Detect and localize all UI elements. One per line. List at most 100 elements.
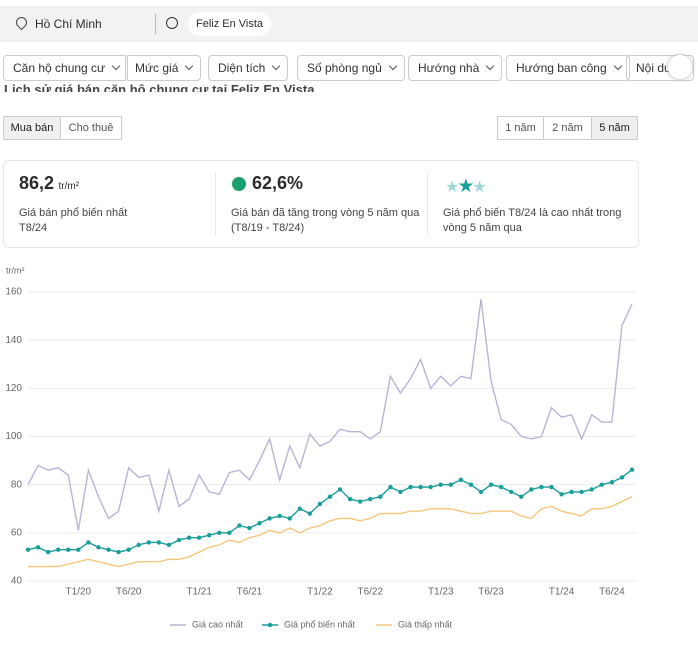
x-tick-label: T6/23 bbox=[478, 587, 504, 598]
point bbox=[398, 489, 403, 495]
x-tick-label: T1/23 bbox=[428, 587, 454, 598]
legend-label: Giá phổ biến nhất bbox=[284, 619, 356, 629]
point bbox=[66, 547, 71, 552]
point bbox=[86, 540, 91, 545]
stat-sub: (T8/19 - T8/24) bbox=[231, 222, 305, 234]
point bbox=[186, 535, 192, 540]
tab[interactable]: Mua bán bbox=[3, 116, 61, 140]
point bbox=[156, 540, 162, 545]
point bbox=[45, 549, 51, 555]
period[interactable]: 1 năm bbox=[497, 116, 544, 140]
point bbox=[287, 516, 292, 521]
point bbox=[76, 547, 81, 552]
point bbox=[257, 521, 262, 526]
filter-chip[interactable]: Căn hộ chung cư bbox=[3, 55, 129, 81]
point bbox=[277, 513, 282, 519]
point bbox=[378, 494, 383, 499]
point bbox=[196, 535, 202, 540]
location-text: Hồ Chí Minh bbox=[35, 17, 102, 31]
point bbox=[176, 537, 182, 543]
x-tick-label: T1/24 bbox=[549, 587, 575, 598]
point bbox=[458, 477, 464, 483]
point bbox=[327, 494, 333, 499]
point bbox=[569, 489, 574, 495]
series-line bbox=[27, 299, 633, 531]
point bbox=[116, 549, 121, 555]
y-axis-label: tr/m² bbox=[6, 265, 25, 275]
filter-chip[interactable]: Diện tích bbox=[208, 55, 289, 81]
point bbox=[388, 484, 393, 490]
point bbox=[347, 496, 353, 502]
period[interactable]: 5 năm bbox=[591, 116, 638, 140]
x-tick-label: T1/20 bbox=[66, 587, 92, 598]
point bbox=[529, 487, 534, 492]
point bbox=[629, 467, 635, 472]
y-tick-label: 80 bbox=[11, 479, 23, 490]
scroll-right[interactable] bbox=[668, 55, 692, 79]
period[interactable]: 2 năm bbox=[543, 116, 592, 140]
point bbox=[96, 545, 101, 550]
point bbox=[448, 482, 453, 487]
point bbox=[56, 547, 61, 552]
point bbox=[237, 523, 242, 528]
legend-label: Giá cao nhất bbox=[192, 619, 244, 629]
point bbox=[539, 484, 544, 490]
filters: Căn hộ chung cư Mức giá Diện tích Số phòng … bbox=[0, 0, 698, 94]
x-tick-label: T6/20 bbox=[116, 587, 142, 598]
series-line bbox=[28, 496, 633, 568]
filter-chip[interactable]: Nội du bbox=[626, 55, 694, 81]
point bbox=[579, 489, 584, 495]
stat-text: Giá phổ biến T8/24 là cao nhất trong vòn… bbox=[443, 207, 622, 234]
stats-card: 86,2 tr/m² Giá bán phổ biến nhất T8/24 6… bbox=[3, 160, 639, 248]
point bbox=[126, 547, 131, 552]
point bbox=[549, 484, 554, 490]
point bbox=[509, 489, 514, 495]
point bbox=[559, 492, 564, 497]
point bbox=[418, 484, 423, 490]
tab[interactable]: Cho thuê bbox=[60, 116, 122, 140]
point bbox=[297, 506, 302, 511]
point bbox=[267, 516, 272, 521]
section-title: Lịch sử giá bán căn hộ chung cư tại Feli… bbox=[4, 82, 315, 92]
x-tick-label: T1/21 bbox=[186, 587, 212, 598]
filter-chip[interactable]: Mức giá bbox=[125, 55, 202, 81]
stat-unit: tr/m² bbox=[58, 181, 80, 192]
y-tick-label: 140 bbox=[5, 335, 22, 346]
filter-chip[interactable]: Số phòng ngủ bbox=[297, 55, 405, 81]
y-tick-label: 60 bbox=[11, 527, 23, 538]
stat-value: 62,6% bbox=[252, 173, 304, 193]
point bbox=[217, 530, 222, 536]
point bbox=[368, 496, 373, 502]
point bbox=[478, 489, 484, 495]
location[interactable]: Hồ Chí Minh bbox=[13, 6, 156, 42]
y-tick-label: 160 bbox=[5, 287, 22, 298]
legend-dot bbox=[267, 622, 273, 628]
point bbox=[35, 545, 41, 550]
point bbox=[589, 487, 594, 492]
stat-text: Giá bán phổ biến nhất bbox=[19, 207, 128, 219]
point bbox=[317, 501, 323, 507]
x-tick-label: T6/22 bbox=[357, 587, 383, 598]
point bbox=[599, 482, 604, 487]
stat-value: 86,2 bbox=[19, 173, 55, 193]
point bbox=[619, 475, 625, 480]
x-tick-label: T1/22 bbox=[307, 587, 333, 598]
stat-text: Giá bán đã tăng trong vòng 5 năm qua bbox=[231, 207, 420, 219]
point bbox=[106, 547, 111, 552]
point bbox=[519, 494, 524, 499]
search-tag[interactable]: Feliz En Vista bbox=[188, 12, 272, 36]
point bbox=[408, 484, 413, 490]
point bbox=[337, 487, 343, 492]
filter-chip[interactable]: Hướng ban công bbox=[506, 55, 630, 81]
filter-chip[interactable]: Hướng nhà bbox=[408, 55, 503, 81]
point bbox=[207, 533, 212, 538]
point bbox=[307, 511, 313, 516]
point bbox=[136, 542, 141, 548]
point bbox=[468, 482, 474, 487]
y-tick-label: 40 bbox=[11, 576, 23, 587]
point bbox=[25, 547, 31, 552]
search-bar: Hồ Chí Minh Feliz En Vista bbox=[0, 6, 698, 42]
point bbox=[227, 530, 232, 536]
chart: tr/m² 40 60 80 100 120 140 160 T1/20 T6/20 T1/21 T… bbox=[5, 265, 636, 629]
